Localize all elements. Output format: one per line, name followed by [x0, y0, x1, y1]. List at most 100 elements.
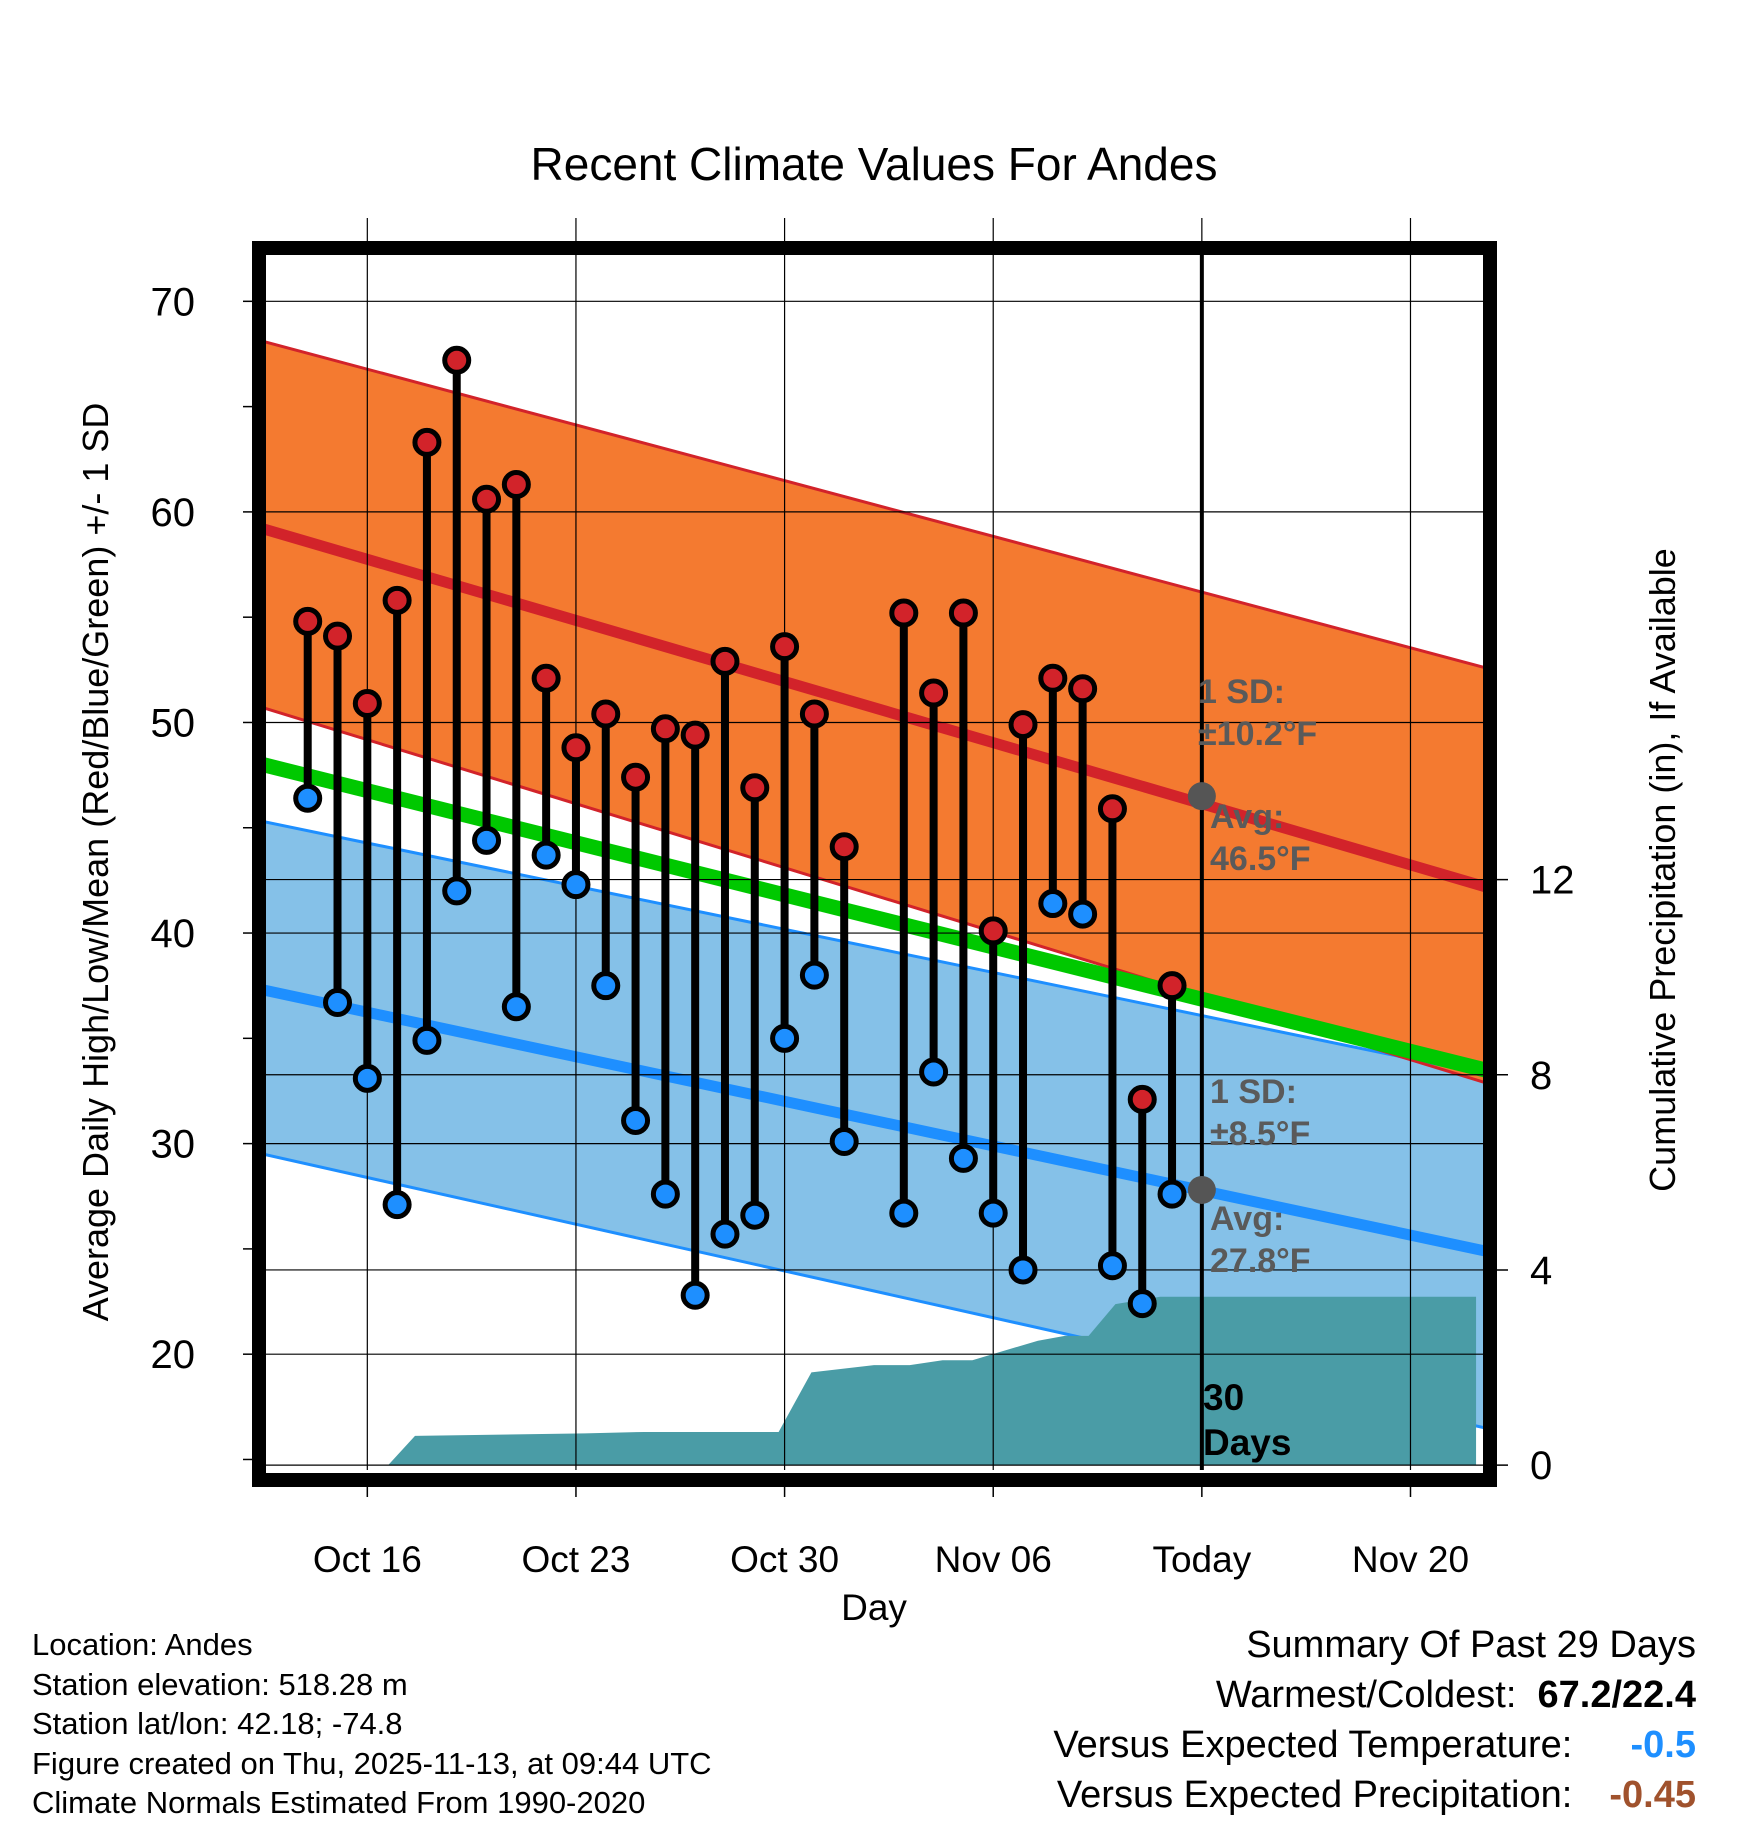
daily-high-point — [1038, 663, 1068, 693]
daily-high-point — [591, 699, 621, 729]
daily-high-point — [710, 646, 740, 676]
y-axis-label: Average Daily High/Low/Mean (Red/Blue/Gr… — [75, 403, 116, 1322]
daily-high-point — [472, 484, 502, 514]
location-text: Location: Andes — [32, 1627, 253, 1662]
summary-precip-row: Versus Expected Precipitation: -0.45 — [1053, 1770, 1696, 1820]
x-tick-label: Oct 23 — [521, 1539, 630, 1580]
today-high-avg-marker — [1187, 782, 1216, 811]
daily-low-point — [293, 783, 323, 813]
daily-low-point — [1038, 889, 1068, 919]
x-tick-label: Today — [1152, 1539, 1251, 1580]
daily-low-point — [1157, 1179, 1187, 1209]
high-sd-label: 1 SD: — [1198, 673, 1285, 711]
daily-high-point — [978, 916, 1008, 946]
daily-high-point — [1127, 1084, 1157, 1114]
x-tick-label: Nov 06 — [935, 1539, 1052, 1580]
y-tick-label: 70 — [151, 280, 196, 324]
daily-high-point — [382, 585, 412, 615]
y-tick-label: 60 — [151, 491, 196, 535]
temp-value: -0.5 — [1630, 1724, 1696, 1766]
daily-high-point — [1097, 794, 1127, 824]
daily-low-point — [382, 1190, 412, 1220]
elevation-text: Station elevation: 518.28 m — [32, 1666, 408, 1702]
temp-label: Versus Expected Temperature: — [1053, 1724, 1573, 1766]
daily-high-point — [501, 470, 531, 500]
daily-low-point — [442, 876, 472, 906]
daily-high-point — [799, 699, 829, 729]
y-tick-label: 20 — [151, 1333, 196, 1377]
daily-low-point — [1127, 1289, 1157, 1319]
daily-low-point — [352, 1063, 382, 1093]
summary-temp-row: Versus Expected Temperature: -0.5 — [1053, 1720, 1696, 1770]
low-sd-label: 1 SD: — [1210, 1073, 1297, 1111]
today-low-avg-marker — [1187, 1175, 1216, 1204]
daily-high-point — [323, 621, 353, 651]
high-avg-label: Avg: — [1210, 798, 1284, 836]
window-label-number: 30 — [1203, 1377, 1244, 1418]
created-text: Figure created on Thu, 2025-11-13, at 09… — [32, 1745, 712, 1781]
daily-low-point — [919, 1057, 949, 1087]
daily-low-point — [1068, 899, 1098, 929]
high-normal-line — [263, 523, 1485, 892]
summary-heading: Summary Of Past 29 Days — [1246, 1624, 1696, 1666]
warmest-label: Warmest/Coldest: — [1215, 1674, 1517, 1716]
daily-low-point — [978, 1198, 1008, 1228]
daily-high-point — [621, 762, 651, 792]
window-label-days: Days — [1203, 1422, 1291, 1463]
daily-low-point — [591, 971, 621, 1001]
x-tick-label: Nov 20 — [1352, 1539, 1469, 1580]
daily-low-point — [650, 1179, 680, 1209]
daily-low-point — [531, 840, 561, 870]
normals-text: Climate Normals Estimated From 1990-2020 — [32, 1785, 646, 1820]
y-tick-label: 40 — [151, 912, 196, 956]
low-normal-line — [263, 984, 1485, 1257]
daily-low-point — [770, 1023, 800, 1053]
daily-high-point — [680, 720, 710, 750]
daily-high-point — [770, 632, 800, 662]
daily-high-point — [650, 714, 680, 744]
y-tick-label: 30 — [151, 1123, 196, 1167]
y2-axis-label: Cumulative Precipitation (in), If Availa… — [1642, 548, 1683, 1192]
daily-high-point — [919, 678, 949, 708]
precipitation-area — [271, 1296, 1477, 1466]
daily-high-point — [889, 598, 919, 628]
daily-low-point — [621, 1105, 651, 1135]
daily-low-point — [710, 1219, 740, 1249]
high-upper-edge — [263, 339, 1485, 670]
station-info: Location: Andes Station elevation: 518.2… — [32, 1625, 712, 1823]
daily-high-point — [531, 663, 561, 693]
precip-label: Versus Expected Precipitation: — [1056, 1774, 1573, 1816]
low-avg-label: Avg: — [1210, 1200, 1284, 1238]
daily-low-point — [1008, 1255, 1038, 1285]
low-avg-value: 27.8°F — [1210, 1242, 1311, 1280]
warmest-value: 67.2/22.4 — [1537, 1674, 1696, 1716]
daily-high-point — [442, 345, 472, 375]
x-tick-label: Oct 16 — [313, 1539, 422, 1580]
daily-low-point — [501, 992, 531, 1022]
precip-value: -0.45 — [1609, 1774, 1696, 1816]
daily-low-point — [412, 1025, 442, 1055]
low-upper-edge — [263, 819, 1485, 1076]
high-avg-value: 46.5°F — [1210, 840, 1311, 878]
daily-low-point — [323, 988, 353, 1018]
daily-high-point — [412, 427, 442, 457]
daily-high-point — [1157, 971, 1187, 1001]
latlon-text: Station lat/lon: 42.18; -74.8 — [32, 1706, 403, 1741]
low-sd-value: ±8.5°F — [1210, 1115, 1310, 1153]
daily-high-point — [352, 689, 382, 719]
high-sd-value: ±10.2°F — [1198, 715, 1317, 753]
x-axis-label: Day — [841, 1587, 907, 1628]
x-tick-label: Oct 30 — [730, 1539, 839, 1580]
plot-frame — [252, 241, 1497, 1487]
y2-tick-label: 12 — [1530, 859, 1575, 903]
y2-tick-label: 4 — [1530, 1249, 1552, 1293]
summary-warmest-row: Warmest/Coldest: 67.2/22.4 — [1053, 1670, 1696, 1720]
daily-low-point — [1097, 1251, 1127, 1281]
daily-high-point — [740, 773, 770, 803]
daily-low-point — [472, 825, 502, 855]
daily-high-point — [1068, 674, 1098, 704]
daily-high-point — [293, 606, 323, 636]
daily-low-point — [740, 1200, 770, 1230]
daily-low-point — [680, 1280, 710, 1310]
